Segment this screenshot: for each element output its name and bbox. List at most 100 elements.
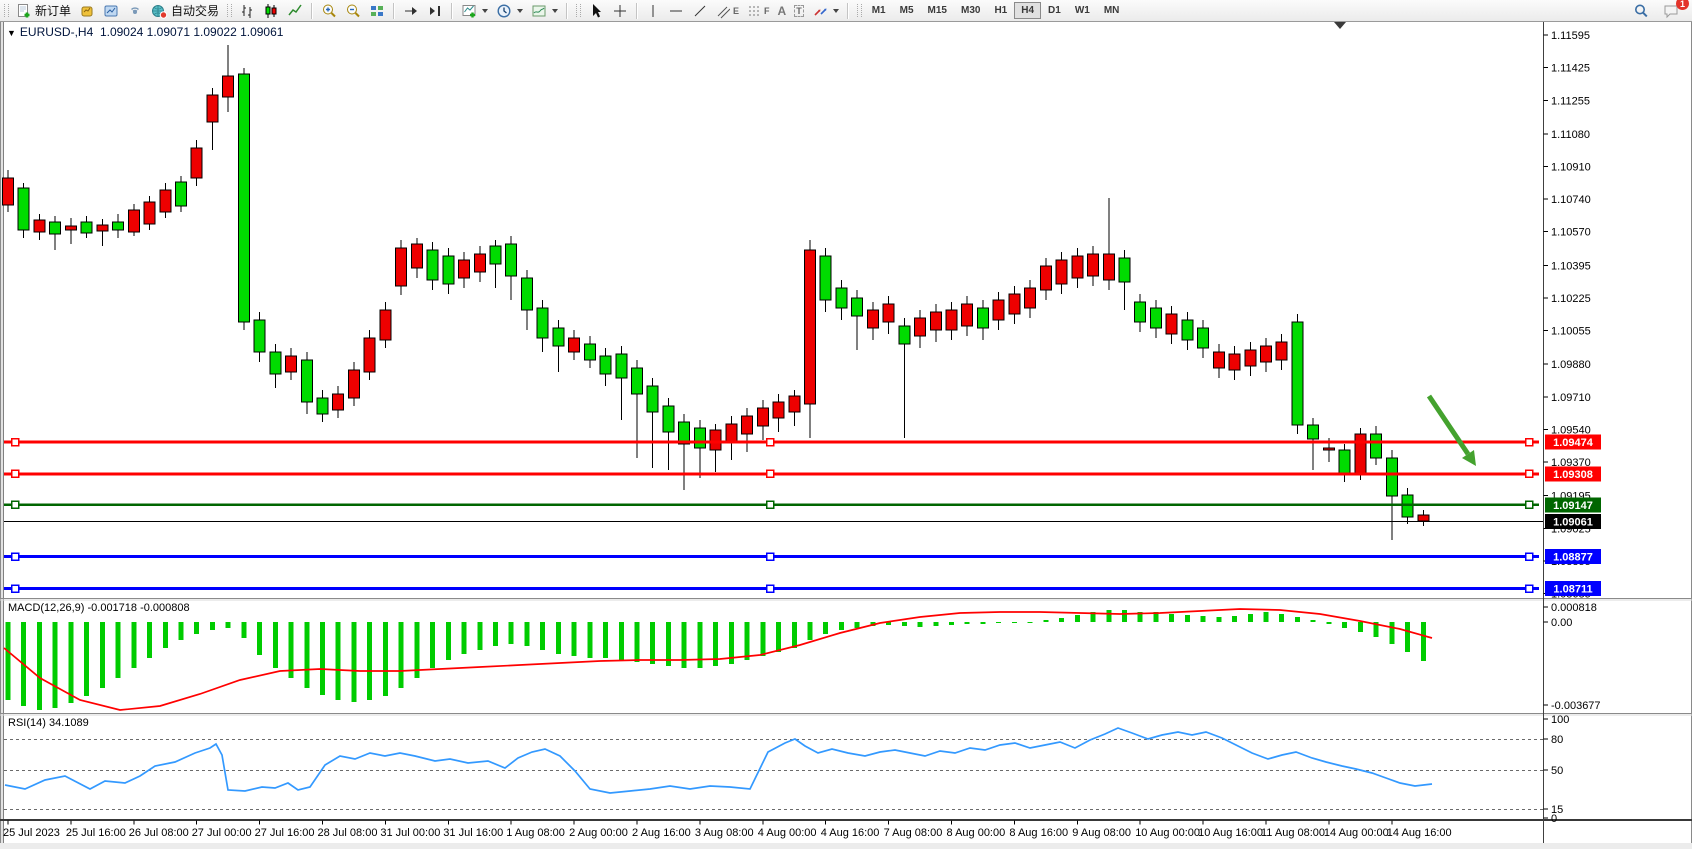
periods-dropdown-caret[interactable] <box>517 8 524 13</box>
timeframe-w1[interactable]: W1 <box>1074 5 1090 16</box>
line-handle[interactable] <box>10 500 20 510</box>
timeframe-mn[interactable]: MN <box>1103 5 1120 16</box>
market-watch-button[interactable] <box>75 0 99 21</box>
macd-histogram-bar <box>1405 622 1411 652</box>
line-handle[interactable] <box>1524 469 1534 479</box>
line-handle[interactable] <box>765 500 775 510</box>
macd-histogram-bar <box>618 622 624 660</box>
timeframe-m30[interactable]: M30 <box>960 5 981 16</box>
chart-shift-marker[interactable] <box>1334 22 1346 29</box>
trendline-tool-button[interactable] <box>688 0 712 21</box>
candle-body <box>583 343 596 361</box>
line-handle[interactable] <box>10 584 20 593</box>
macd-histogram-bar <box>1373 622 1379 637</box>
new-order-button[interactable]: 新订单 <box>12 0 75 21</box>
indicators-button[interactable] <box>457 0 492 21</box>
macd-histogram-bar <box>1342 622 1348 628</box>
horizontal-line-tool-button[interactable] <box>664 0 688 21</box>
macd-histogram-bar <box>901 622 907 626</box>
price-line-label-box <box>1545 434 1601 450</box>
timeframe-m15[interactable]: M15 <box>927 5 947 16</box>
candle-body <box>80 221 93 234</box>
price-axis-tick-label: 1.10225 <box>1551 293 1591 305</box>
line-handle[interactable] <box>765 437 775 447</box>
macd-histogram-bar <box>1200 616 1206 622</box>
vertical-line-tool-button[interactable] <box>642 0 664 21</box>
macd-histogram-bar <box>68 622 74 703</box>
bar-chart-button[interactable] <box>235 0 259 21</box>
channel-letter: E <box>733 5 740 16</box>
macd-histogram-bar <box>461 622 467 654</box>
time-axis-label: 8 Aug 00:00 <box>947 827 1006 839</box>
signals-button[interactable] <box>123 0 147 21</box>
autotrading-button[interactable]: 自动交易 <box>147 0 223 21</box>
zoom-in-button[interactable] <box>317 0 341 21</box>
text-tool-button[interactable]: A <box>774 0 791 21</box>
line-handle[interactable] <box>1524 584 1534 593</box>
candle-body <box>1134 301 1147 323</box>
toolbar-separator <box>566 2 569 19</box>
arrows-dropdown-caret[interactable] <box>832 8 839 13</box>
timeframe-h1[interactable]: H1 <box>994 5 1008 16</box>
candle-body <box>347 369 360 399</box>
time-axis: 25 Jul 2023 25 Jul 16:00 26 Jul 08:00 27 Ju… <box>3 820 1452 839</box>
macd-histogram-bar <box>209 622 215 630</box>
macd-histogram-bar <box>194 622 200 634</box>
timeframe-m5[interactable]: M5 <box>899 5 914 16</box>
line-handle[interactable] <box>1524 437 1534 447</box>
line-handle[interactable] <box>765 469 775 479</box>
search-button[interactable] <box>1629 0 1653 21</box>
equidistant-channel-tool-button[interactable]: E <box>712 0 743 21</box>
line-handle[interactable] <box>765 584 775 593</box>
chart-shift-button[interactable] <box>423 0 447 21</box>
zoom-out-button[interactable] <box>341 0 365 21</box>
macd-histogram-bar <box>131 622 137 668</box>
time-axis-label: 3 Aug 08:00 <box>695 827 754 839</box>
price-axis-tick-label: 1.11595 <box>1551 30 1590 42</box>
tile-windows-button[interactable] <box>365 0 389 21</box>
fibonacci-tool-button[interactable]: F <box>743 0 774 21</box>
indicators-icon <box>461 3 477 19</box>
cursor-tool-button[interactable] <box>584 0 608 21</box>
templates-dropdown-caret[interactable] <box>552 8 559 13</box>
line-handle[interactable] <box>765 552 775 561</box>
line-chart-button[interactable] <box>283 0 307 21</box>
trend-arrow[interactable] <box>1426 394 1476 466</box>
periods-button[interactable] <box>492 0 527 21</box>
arrows-tool-button[interactable] <box>808 0 843 21</box>
notifications-button[interactable]: 1 <box>1659 0 1689 21</box>
candle-body <box>725 423 738 443</box>
line-handle[interactable] <box>10 469 20 479</box>
macd-histogram-bar <box>1216 617 1222 622</box>
candlestick-chart-button[interactable] <box>259 0 283 21</box>
toolbar-grip <box>576 4 582 17</box>
line-handle[interactable] <box>1524 552 1534 561</box>
macd-histogram-bar <box>1247 614 1253 622</box>
timeframe-m1[interactable]: M1 <box>871 5 886 16</box>
line-handle[interactable] <box>10 552 20 561</box>
timeframe-d1[interactable]: D1 <box>1048 5 1061 16</box>
candle-body <box>1039 265 1052 291</box>
macd-histogram-bar <box>760 622 766 656</box>
candle-body <box>49 221 62 235</box>
macd-histogram-bar <box>681 622 687 668</box>
rsi-indicator-label: RSI(14) 34.1089 <box>8 717 89 729</box>
auto-scroll-button[interactable] <box>399 0 423 21</box>
symbol-dropdown-icon[interactable]: ▼ <box>7 28 16 38</box>
time-axis-label: 27 Jul 00:00 <box>192 827 252 839</box>
macd-histogram-bar <box>540 622 546 650</box>
line-handle[interactable] <box>10 437 20 447</box>
macd-histogram-bar <box>1294 617 1300 622</box>
navigator-button[interactable] <box>99 0 123 21</box>
templates-button[interactable] <box>527 0 562 21</box>
indicators-dropdown-caret[interactable] <box>482 8 489 13</box>
line-handle[interactable] <box>1524 500 1534 510</box>
macd-axis-label: -0.003677 <box>1551 700 1601 712</box>
timeframe-h4[interactable]: H4 <box>1014 2 1042 19</box>
crosshair-tool-button[interactable] <box>608 0 632 21</box>
text-label-tool-button[interactable]: T <box>790 0 808 21</box>
candle-body <box>914 317 927 337</box>
candle-body <box>1087 253 1100 277</box>
macd-histogram-bar <box>225 622 231 628</box>
